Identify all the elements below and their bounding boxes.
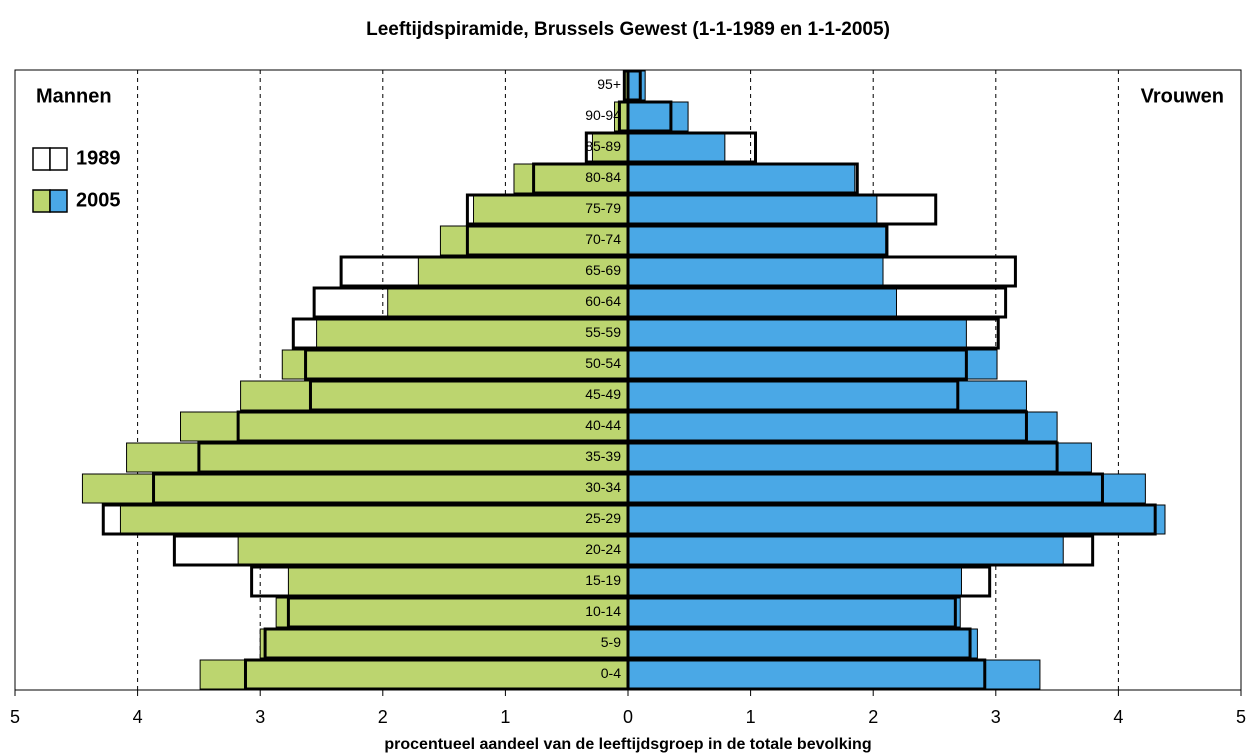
- bar: [627, 628, 978, 659]
- x-tick-label: 3: [255, 707, 265, 727]
- category-label: 60-64: [585, 293, 621, 309]
- category-label: 30-34: [585, 479, 621, 495]
- bar: [316, 318, 629, 349]
- x-tick-label: 0: [623, 707, 633, 727]
- category-label: 35-39: [585, 448, 621, 464]
- legend-swatch: [49, 147, 68, 171]
- x-axis-label: procentueel aandeel van de leeftijdsgroe…: [384, 736, 871, 753]
- bar: [237, 535, 629, 566]
- bar: [627, 225, 889, 256]
- bar: [627, 256, 884, 287]
- x-tick-label: 5: [1236, 707, 1246, 727]
- legend-swatch: [32, 189, 51, 213]
- category-label: 50-54: [585, 355, 621, 371]
- category-label: 5-9: [601, 634, 621, 650]
- bar: [627, 194, 878, 225]
- x-tick-label: 4: [133, 707, 143, 727]
- bar: [627, 349, 998, 380]
- bar: [281, 349, 629, 380]
- legend-swatch: [49, 189, 68, 213]
- legend-label: 2005: [76, 189, 121, 211]
- legend-label: 1989: [76, 147, 121, 169]
- bar: [119, 504, 629, 535]
- bar: [627, 132, 726, 163]
- category-label: 80-84: [585, 169, 621, 185]
- legend-swatch: [32, 147, 51, 171]
- x-tick-label: 4: [1113, 707, 1123, 727]
- bar: [627, 318, 967, 349]
- bar: [627, 442, 1092, 473]
- bar: [627, 380, 1027, 411]
- bar: [627, 473, 1146, 504]
- category-label: 10-14: [585, 603, 621, 619]
- category-label: 15-19: [585, 572, 621, 588]
- category-label: 55-59: [585, 324, 621, 340]
- x-tick-label: 1: [746, 707, 756, 727]
- bar: [81, 473, 629, 504]
- category-label: 40-44: [585, 417, 621, 433]
- category-label: 70-74: [585, 231, 621, 247]
- x-tick-label: 2: [378, 707, 388, 727]
- bar: [627, 163, 856, 194]
- bar: [627, 566, 962, 597]
- bar: [180, 411, 629, 442]
- right-label: Vrouwen: [1141, 85, 1224, 107]
- bar: [627, 659, 1041, 690]
- bar: [627, 70, 646, 101]
- bar: [627, 101, 689, 132]
- bar: [259, 628, 629, 659]
- bar: [627, 597, 961, 628]
- bar: [627, 287, 897, 318]
- category-label: 85-89: [585, 138, 621, 154]
- x-tick-label: 1: [500, 707, 510, 727]
- bar: [240, 380, 629, 411]
- bar: [126, 442, 629, 473]
- category-label: 75-79: [585, 200, 621, 216]
- category-label: 25-29: [585, 510, 621, 526]
- x-tick-label: 5: [10, 707, 20, 727]
- category-label: 65-69: [585, 262, 621, 278]
- category-label: 90-94: [585, 107, 621, 123]
- bar: [287, 566, 629, 597]
- bar: [627, 411, 1058, 442]
- category-label: 0-4: [601, 665, 621, 681]
- x-tick-label: 2: [868, 707, 878, 727]
- bar: [627, 504, 1166, 535]
- bar: [627, 535, 1064, 566]
- chart-title: Leeftijdspiramide, Brussels Gewest (1-1-…: [366, 19, 890, 40]
- category-label: 20-24: [585, 541, 621, 557]
- bar: [199, 659, 629, 690]
- category-label: 95+: [597, 76, 621, 92]
- left-label: Mannen: [36, 85, 112, 107]
- category-label: 45-49: [585, 386, 621, 402]
- bar: [275, 597, 629, 628]
- x-tick-label: 3: [991, 707, 1001, 727]
